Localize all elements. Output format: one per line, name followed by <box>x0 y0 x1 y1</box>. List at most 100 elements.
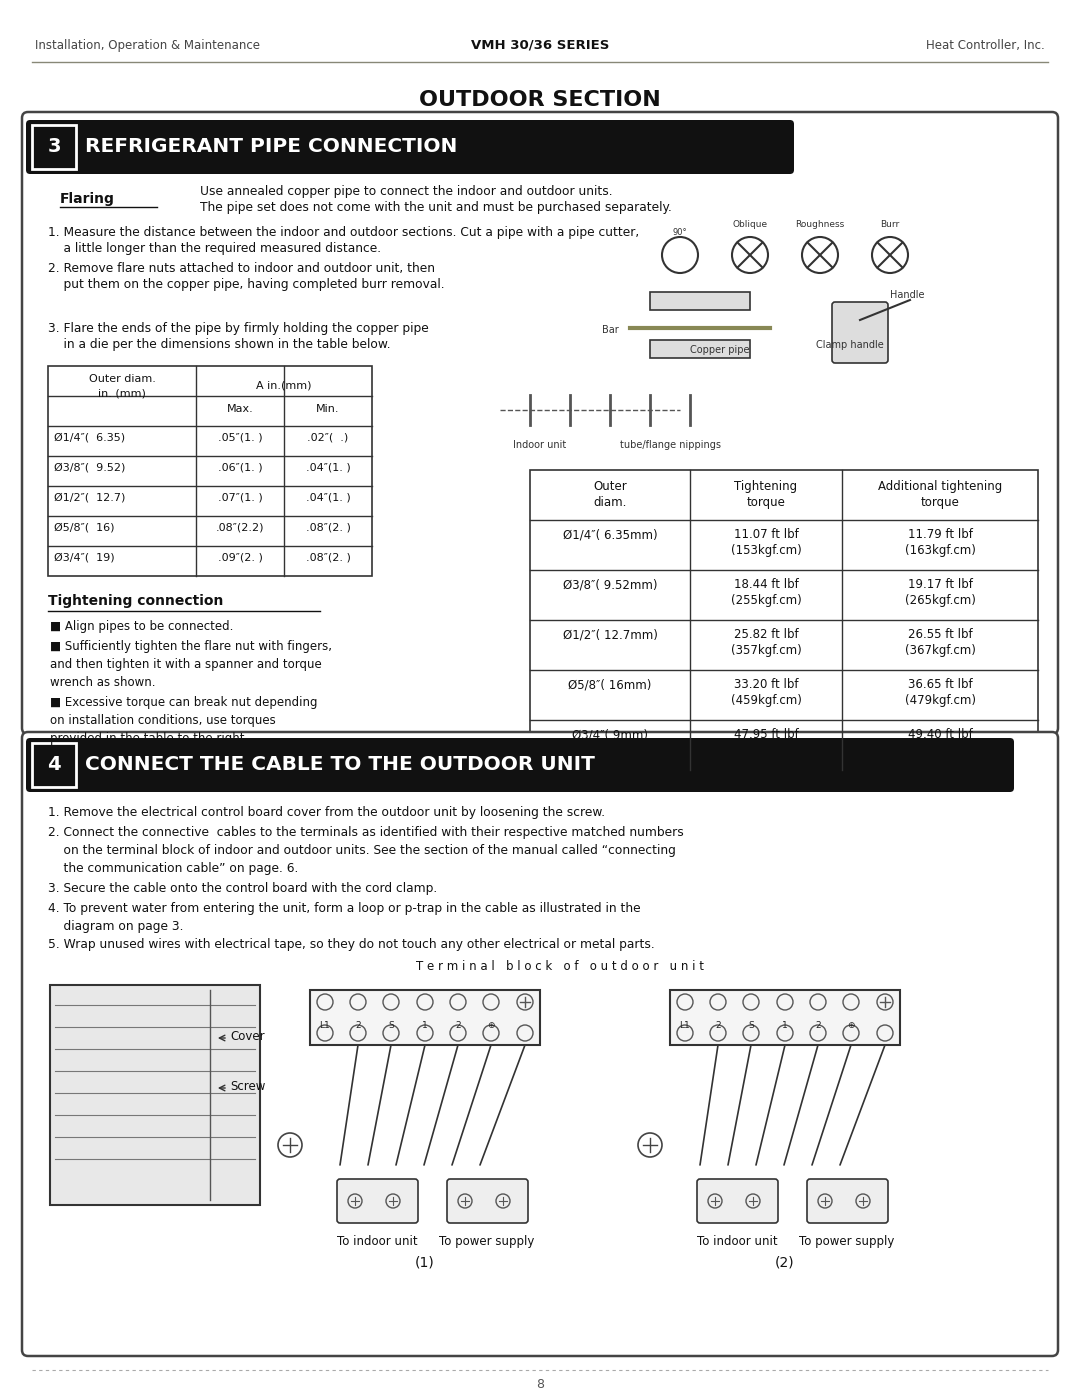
Text: .02″(  .): .02″( .) <box>308 433 349 443</box>
Text: .09″(2. ): .09″(2. ) <box>217 553 262 563</box>
Text: Ø3/8″(  9.52): Ø3/8″( 9.52) <box>54 462 125 474</box>
Text: REFRIGERANT PIPE CONNECTION: REFRIGERANT PIPE CONNECTION <box>85 137 457 156</box>
Text: Ø3/4″(  19): Ø3/4″( 19) <box>54 553 114 563</box>
Text: ■ Align pipes to be connected.: ■ Align pipes to be connected. <box>50 620 233 633</box>
Text: 33.20 ft lbf
(459kgf.cm): 33.20 ft lbf (459kgf.cm) <box>730 678 801 707</box>
Text: (1): (1) <box>415 1255 435 1268</box>
Text: Ø3/4″( 9mm): Ø3/4″( 9mm) <box>572 728 648 740</box>
Text: Additional tightening
torque: Additional tightening torque <box>878 481 1002 509</box>
Text: 2: 2 <box>815 1020 821 1030</box>
Text: 1. Measure the distance between the indoor and outdoor sections. Cut a pipe with: 1. Measure the distance between the indo… <box>48 226 639 239</box>
Text: 4. To prevent water from entering the unit, form a loop or p-trap in the cable a: 4. To prevent water from entering the un… <box>48 902 640 933</box>
Text: Ø1/4″(  6.35): Ø1/4″( 6.35) <box>54 433 125 443</box>
Text: 47.95 ft lbf
(663kgf.cm): 47.95 ft lbf (663kgf.cm) <box>730 728 801 757</box>
Text: 1. Remove the electrical control board cover from the outdoor unit by loosening : 1. Remove the electrical control board c… <box>48 806 605 819</box>
Text: To power supply: To power supply <box>799 1235 894 1248</box>
Text: L1: L1 <box>679 1020 690 1030</box>
Text: 2: 2 <box>455 1020 461 1030</box>
Bar <box>310 990 540 1045</box>
Text: VMH 30/36 SERIES: VMH 30/36 SERIES <box>471 39 609 52</box>
Text: ■ Sufficiently tighten the flare nut with fingers,
and then tighten it with a sp: ■ Sufficiently tighten the flare nut wit… <box>50 640 332 689</box>
FancyBboxPatch shape <box>22 732 1058 1356</box>
Bar <box>530 469 1038 770</box>
Text: 4: 4 <box>48 756 60 774</box>
Text: Screw: Screw <box>230 1080 266 1092</box>
Text: Burr: Burr <box>880 219 900 229</box>
Text: .07″(1. ): .07″(1. ) <box>218 493 262 503</box>
Text: Ø5/8″(  16): Ø5/8″( 16) <box>54 522 114 534</box>
Text: .04″(1. ): .04″(1. ) <box>306 493 350 503</box>
Text: .08″(2.2): .08″(2.2) <box>216 522 265 534</box>
FancyBboxPatch shape <box>447 1179 528 1222</box>
Text: Bar: Bar <box>602 326 619 335</box>
Bar <box>50 985 260 1206</box>
Bar <box>650 292 750 310</box>
FancyBboxPatch shape <box>337 1179 418 1222</box>
Text: Installation, Operation & Maintenance: Installation, Operation & Maintenance <box>35 39 260 52</box>
Text: Outer
diam.: Outer diam. <box>593 481 626 509</box>
Text: 25.82 ft lbf
(357kgf.cm): 25.82 ft lbf (357kgf.cm) <box>731 629 801 657</box>
Text: Oblique: Oblique <box>732 219 768 229</box>
Text: Copper pipe: Copper pipe <box>690 345 750 355</box>
Text: 2: 2 <box>355 1020 361 1030</box>
Bar <box>670 990 900 1045</box>
Text: To indoor unit: To indoor unit <box>697 1235 778 1248</box>
Text: .08″(2. ): .08″(2. ) <box>306 553 350 563</box>
Text: A in.(mm): A in.(mm) <box>256 380 312 390</box>
Text: .04″(1. ): .04″(1. ) <box>306 462 350 474</box>
Text: 18.44 ft lbf
(255kgf.cm): 18.44 ft lbf (255kgf.cm) <box>731 578 801 608</box>
Text: Flaring: Flaring <box>60 191 114 205</box>
Text: ■ Excessive torque can break nut depending
on installation conditions, use torqu: ■ Excessive torque can break nut dependi… <box>50 696 318 745</box>
Text: 26.55 ft lbf
(367kgf.cm): 26.55 ft lbf (367kgf.cm) <box>905 629 975 657</box>
Text: in. (mm): in. (mm) <box>98 388 146 398</box>
Text: 1: 1 <box>782 1020 788 1030</box>
FancyBboxPatch shape <box>22 112 1058 733</box>
Text: in a die per the dimensions shown in the table below.: in a die per the dimensions shown in the… <box>48 338 391 351</box>
Text: Ø3/8″( 9.52mm): Ø3/8″( 9.52mm) <box>563 578 658 591</box>
Text: CONNECT THE CABLE TO THE OUTDOOR UNIT: CONNECT THE CABLE TO THE OUTDOOR UNIT <box>85 756 595 774</box>
Text: Handle: Handle <box>890 291 924 300</box>
Text: put them on the copper pipe, having completed burr removal.: put them on the copper pipe, having comp… <box>48 278 445 291</box>
Text: 11.07 ft lbf
(153kgf.cm): 11.07 ft lbf (153kgf.cm) <box>731 528 801 557</box>
Text: Use annealed copper pipe to connect the indoor and outdoor units.: Use annealed copper pipe to connect the … <box>200 184 612 198</box>
Text: tube/flange nippings: tube/flange nippings <box>620 440 721 450</box>
Text: Ø1/2″(  12.7): Ø1/2″( 12.7) <box>54 493 125 503</box>
Text: 90°: 90° <box>673 228 687 237</box>
Text: Ø5/8″( 16mm): Ø5/8″( 16mm) <box>568 678 651 692</box>
Text: OUTDOOR SECTION: OUTDOOR SECTION <box>419 89 661 110</box>
Text: 3: 3 <box>48 137 60 156</box>
Text: Tightening connection: Tightening connection <box>48 594 224 608</box>
FancyBboxPatch shape <box>26 120 794 175</box>
Text: S: S <box>388 1020 394 1030</box>
Text: Cover: Cover <box>230 1030 265 1044</box>
Text: 2. Remove flare nuts attached to indoor and outdoor unit, then: 2. Remove flare nuts attached to indoor … <box>48 263 435 275</box>
Text: Outer diam.: Outer diam. <box>89 374 156 384</box>
Text: 5. Wrap unused wires with electrical tape, so they do not touch any other electr: 5. Wrap unused wires with electrical tap… <box>48 937 654 951</box>
Text: 2: 2 <box>715 1020 720 1030</box>
Text: .08″(2. ): .08″(2. ) <box>306 522 350 534</box>
FancyBboxPatch shape <box>697 1179 778 1222</box>
FancyBboxPatch shape <box>832 302 888 363</box>
Text: To indoor unit: To indoor unit <box>337 1235 417 1248</box>
Text: 8: 8 <box>536 1377 544 1391</box>
Text: T e r m i n a l   b l o c k   o f   o u t d o o r   u n i t: T e r m i n a l b l o c k o f o u t d o … <box>416 960 704 972</box>
Text: To power supply: To power supply <box>440 1235 535 1248</box>
Text: (2): (2) <box>775 1255 795 1268</box>
Text: Roughness: Roughness <box>795 219 845 229</box>
Text: The pipe set does not come with the unit and must be purchased separately.: The pipe set does not come with the unit… <box>200 201 672 214</box>
Text: Clamp handle: Clamp handle <box>816 339 883 351</box>
Text: 11.79 ft lbf
(163kgf.cm): 11.79 ft lbf (163kgf.cm) <box>905 528 975 557</box>
Text: .06″(1. ): .06″(1. ) <box>218 462 262 474</box>
Text: Ø1/4″( 6.35mm): Ø1/4″( 6.35mm) <box>563 528 658 541</box>
FancyBboxPatch shape <box>26 738 1014 792</box>
Text: Min.: Min. <box>316 404 340 414</box>
Text: 3. Secure the cable onto the control board with the cord clamp.: 3. Secure the cable onto the control boa… <box>48 882 437 895</box>
FancyBboxPatch shape <box>32 743 76 787</box>
Text: Ø1/2″( 12.7mm): Ø1/2″( 12.7mm) <box>563 629 658 641</box>
Text: 2. Connect the connective  cables to the terminals as identified with their resp: 2. Connect the connective cables to the … <box>48 826 684 875</box>
FancyBboxPatch shape <box>32 124 76 169</box>
Text: .05″(1. ): .05″(1. ) <box>218 433 262 443</box>
Text: ⊕: ⊕ <box>847 1020 854 1030</box>
FancyBboxPatch shape <box>807 1179 888 1222</box>
Text: Tightening
torque: Tightening torque <box>734 481 797 509</box>
